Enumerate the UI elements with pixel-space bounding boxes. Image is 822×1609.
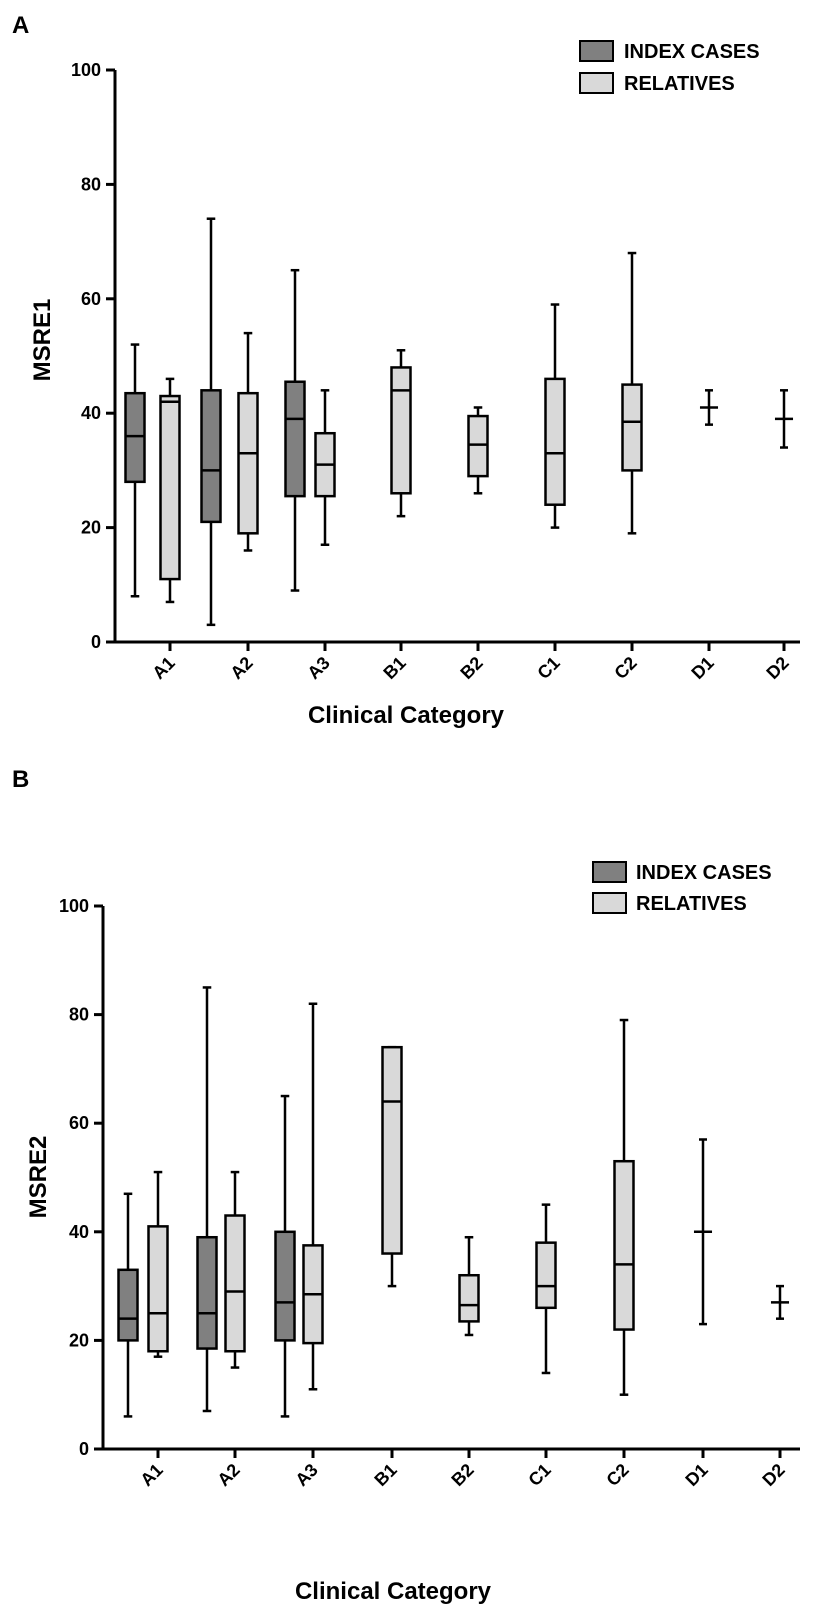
x-tick-label: C1 xyxy=(524,1460,554,1490)
y-tick-label: 80 xyxy=(69,1005,89,1025)
x-tick-label: A3 xyxy=(303,653,333,683)
box-plot-b1-relatives xyxy=(390,349,412,518)
box xyxy=(274,1230,296,1342)
panel-b: B 0 20 40 60 80 100 A1 A2 A3 B1 B2 C1 C2 D1 D2 MSRE2 C… xyxy=(12,766,800,1605)
box-plot-a3-relatives xyxy=(314,389,336,547)
x-tick-label: A2 xyxy=(213,1460,243,1490)
x-tick-label: D2 xyxy=(762,653,792,683)
x-axis-title: Clinical Category xyxy=(308,702,505,729)
box xyxy=(458,1273,480,1323)
y-tick-label: 20 xyxy=(81,518,101,538)
x-tick-label: C2 xyxy=(610,653,640,683)
x-tick-label: A2 xyxy=(226,653,256,683)
box-plot-b2-relatives xyxy=(467,406,489,495)
y-tick-label: 40 xyxy=(69,1222,89,1242)
legend-label: INDEX CASES xyxy=(624,41,760,63)
y-axis-title: MSRE1 xyxy=(29,299,56,382)
box-plot-a1-relatives xyxy=(159,377,181,604)
box-plot-d1-relatives xyxy=(693,1138,713,1326)
y-tick-label: 40 xyxy=(81,403,101,423)
panel-letter: A xyxy=(12,12,29,39)
box xyxy=(237,391,259,535)
legend-swatch-relatives xyxy=(592,892,627,914)
x-tick-label: A3 xyxy=(291,1460,321,1490)
x-tick-label: B2 xyxy=(456,653,486,683)
x-tick-label: C2 xyxy=(602,1460,632,1490)
legend-swatch-index-cases xyxy=(592,861,627,883)
box xyxy=(147,1225,169,1353)
x-tick-label: B1 xyxy=(379,653,409,683)
x-tick-label: C1 xyxy=(533,653,563,683)
y-tick-label: 60 xyxy=(69,1113,89,1133)
x-tick-label: B2 xyxy=(447,1460,477,1490)
box-plot-a1-relatives xyxy=(147,1170,169,1358)
box xyxy=(159,394,181,581)
legend: INDEX CASES RELATIVES xyxy=(592,861,772,915)
box xyxy=(467,414,489,478)
box-plot-a2-index xyxy=(200,217,222,627)
y-tick-label: 100 xyxy=(71,60,101,80)
box xyxy=(124,391,146,484)
box-plot-c1-relatives xyxy=(535,1203,557,1375)
legend-label: RELATIVES xyxy=(636,893,747,915)
legend: INDEX CASES RELATIVES xyxy=(579,40,760,95)
box-plot-a3-index xyxy=(274,1094,296,1418)
box-plot-a3-relatives xyxy=(302,1002,324,1391)
y-tick-label: 100 xyxy=(59,896,89,916)
box xyxy=(117,1268,139,1342)
x-axis-title: Clinical Category xyxy=(295,1578,492,1605)
legend-label: RELATIVES xyxy=(624,73,735,95)
box-plot-c2-relatives xyxy=(621,251,643,535)
y-tick-label: 20 xyxy=(69,1330,89,1350)
box-plot-d2-relatives xyxy=(774,389,794,449)
box-plot-a2-relatives xyxy=(224,1170,246,1369)
x-tick-label: A1 xyxy=(148,653,178,683)
y-tick-label: 0 xyxy=(91,632,101,652)
box-plot-d2-relatives xyxy=(770,1284,790,1320)
legend-swatch-relatives xyxy=(579,72,614,94)
box-plot-a2-index xyxy=(196,986,218,1413)
box xyxy=(381,1045,403,1255)
box xyxy=(535,1241,557,1310)
box xyxy=(390,366,412,495)
panel-a: A 0 20 40 60 80 100 A1 A2 A3 B1 B2 C1 C2 D1 D2 MSRE1 C… xyxy=(12,12,800,729)
box-plot-a1-index xyxy=(124,343,146,598)
box-plot-c1-relatives xyxy=(544,303,566,529)
box xyxy=(544,377,566,506)
box xyxy=(613,1159,635,1331)
box xyxy=(224,1214,246,1353)
y-tick-label: 60 xyxy=(81,289,101,309)
box xyxy=(196,1235,218,1350)
box-plot-d1-relatives xyxy=(699,389,719,426)
legend-label: INDEX CASES xyxy=(636,862,772,884)
x-tick-label: D1 xyxy=(681,1460,711,1490)
box-plot-a1-index xyxy=(117,1192,139,1418)
y-axis-title: MSRE2 xyxy=(25,1136,52,1219)
box-plot-a3-index xyxy=(284,268,306,592)
plot-area: 0 20 40 60 80 100 A1 A2 A3 B1 B2 C1 C2 D1 D2 xyxy=(59,896,800,1490)
box-plot-c2-relatives xyxy=(613,1018,635,1396)
x-tick-label: A1 xyxy=(136,1460,166,1490)
plot-area: 0 20 40 60 80 100 A1 A2 A3 B1 B2 C1 C2 D1 D2 xyxy=(71,60,800,683)
x-tick-label: D1 xyxy=(687,653,717,683)
box-plot-b1-relatives xyxy=(381,1045,403,1288)
box-plot-a2-relatives xyxy=(237,331,259,552)
box xyxy=(200,389,222,524)
y-tick-label: 0 xyxy=(79,1439,89,1459)
y-tick-label: 80 xyxy=(81,174,101,194)
legend-swatch-index-cases xyxy=(579,40,614,62)
box-plot-b2-relatives xyxy=(458,1235,480,1337)
box xyxy=(284,380,306,498)
panel-letter: B xyxy=(12,766,29,793)
x-tick-label: B1 xyxy=(370,1460,400,1490)
box xyxy=(621,383,643,472)
x-tick-label: D2 xyxy=(758,1460,788,1490)
